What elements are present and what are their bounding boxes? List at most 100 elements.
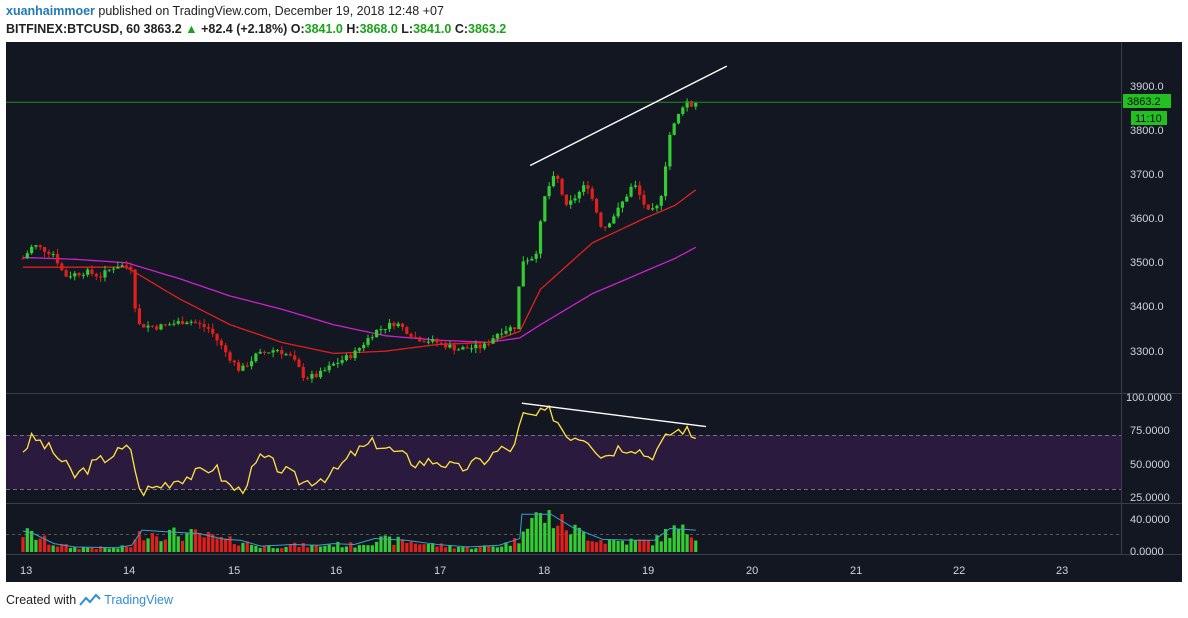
candle-body bbox=[560, 178, 564, 195]
volume-bar bbox=[271, 548, 275, 552]
volume-bar bbox=[461, 547, 465, 552]
author-name[interactable]: xuanhaimmoer bbox=[6, 4, 95, 18]
volume-bar bbox=[392, 544, 396, 552]
volume-bar bbox=[206, 532, 211, 552]
candle-body bbox=[219, 340, 223, 346]
ohlc-open-label: O: bbox=[290, 22, 305, 36]
volume-bar bbox=[94, 549, 98, 552]
volume-bar bbox=[81, 547, 85, 552]
candle-body bbox=[603, 226, 607, 228]
candle-body bbox=[94, 273, 98, 277]
candle-body bbox=[487, 343, 491, 345]
candle-body bbox=[120, 265, 124, 267]
volume-bar bbox=[237, 545, 241, 552]
candle-body bbox=[64, 270, 68, 277]
volume-bar bbox=[189, 529, 193, 552]
candle-body bbox=[534, 253, 538, 259]
volume-bar bbox=[150, 533, 154, 552]
last-price: 3863.2 bbox=[143, 22, 182, 36]
candle-body bbox=[237, 362, 241, 371]
candle-body bbox=[331, 363, 336, 366]
candle-body bbox=[482, 343, 487, 349]
volume-bar bbox=[297, 546, 301, 552]
volume-bar bbox=[168, 529, 172, 552]
rsi-trendline[interactable] bbox=[521, 402, 707, 428]
candle-body bbox=[47, 251, 51, 255]
countdown-label: 11:10 bbox=[1135, 113, 1162, 125]
candle-body bbox=[513, 327, 517, 330]
price-tick: 3300.0 bbox=[1130, 346, 1164, 358]
volume-bar bbox=[249, 544, 254, 552]
volume-bar bbox=[474, 548, 478, 552]
volume-bar bbox=[651, 545, 655, 552]
volume-bar bbox=[478, 546, 482, 552]
candle-body bbox=[508, 327, 512, 331]
candle-body bbox=[375, 329, 379, 338]
price-tick: 3600.0 bbox=[1130, 213, 1164, 225]
candle-body bbox=[323, 370, 327, 372]
volume-bar bbox=[676, 529, 681, 552]
rsi-line bbox=[22, 404, 697, 497]
volume-bar bbox=[366, 545, 370, 552]
volume-bar bbox=[323, 545, 327, 552]
volume-bar bbox=[638, 539, 642, 552]
change-up-icon: ▲ bbox=[185, 22, 198, 36]
candle-body bbox=[172, 323, 176, 325]
candle-body bbox=[569, 200, 573, 205]
candle-body bbox=[651, 208, 655, 210]
candle-body bbox=[633, 185, 637, 187]
volume-bar bbox=[116, 548, 120, 552]
volume-bar bbox=[34, 539, 38, 552]
ohlc-open-value: 3841.0 bbox=[304, 22, 343, 36]
candle-body bbox=[103, 270, 107, 278]
candle-body bbox=[379, 329, 383, 331]
candle-body bbox=[262, 351, 267, 353]
volume-bar bbox=[30, 530, 34, 552]
volume-bar bbox=[47, 544, 51, 552]
candle-body bbox=[275, 350, 280, 352]
volume-bar bbox=[543, 522, 547, 552]
price-trendline[interactable] bbox=[529, 65, 728, 167]
candle-body bbox=[616, 207, 620, 217]
candle-body bbox=[452, 344, 456, 351]
candle-body bbox=[353, 350, 357, 359]
candle-body bbox=[81, 274, 85, 276]
candle-body bbox=[663, 166, 668, 197]
volume-bar bbox=[42, 535, 47, 552]
candle-body bbox=[340, 360, 344, 363]
rsi-tick: 75.0000 bbox=[1130, 425, 1170, 437]
time-label: 19 bbox=[642, 565, 654, 577]
candle-body bbox=[586, 185, 590, 189]
volume-bar bbox=[155, 536, 159, 552]
time-label: 13 bbox=[20, 565, 32, 577]
candle-body bbox=[185, 322, 189, 325]
volume-bar bbox=[77, 549, 81, 552]
volume-bar bbox=[258, 548, 262, 552]
volume-bar bbox=[668, 537, 672, 552]
candle-body bbox=[55, 254, 60, 264]
tradingview-logo-icon[interactable] bbox=[79, 593, 101, 607]
volume-bar bbox=[344, 546, 349, 552]
chart-area[interactable]: 3900.0 3800.0 3700.0 3600.0 3500.0 3400.… bbox=[6, 42, 1182, 582]
price-tick: 3800.0 bbox=[1130, 125, 1164, 137]
candle-body bbox=[314, 373, 318, 378]
volume-bar bbox=[327, 544, 331, 552]
volume-bar bbox=[500, 546, 504, 552]
volume-bar bbox=[379, 536, 383, 552]
tradingview-brand-link[interactable]: TradingView bbox=[104, 593, 173, 607]
volume-bar bbox=[620, 540, 625, 552]
volume-bar bbox=[280, 548, 284, 552]
volume-bar bbox=[495, 547, 499, 552]
candle-body bbox=[77, 273, 81, 276]
volume-bar bbox=[612, 539, 616, 552]
volume-bar bbox=[538, 513, 543, 552]
candle-body bbox=[547, 186, 551, 197]
candle-body bbox=[426, 341, 430, 343]
candle-body bbox=[38, 245, 42, 248]
volume-bar bbox=[426, 543, 430, 552]
volume-bar bbox=[491, 546, 495, 552]
candles-group[interactable] bbox=[21, 98, 698, 383]
candle-body bbox=[150, 325, 154, 327]
volume-bar bbox=[422, 544, 426, 552]
candle-body bbox=[474, 344, 478, 349]
